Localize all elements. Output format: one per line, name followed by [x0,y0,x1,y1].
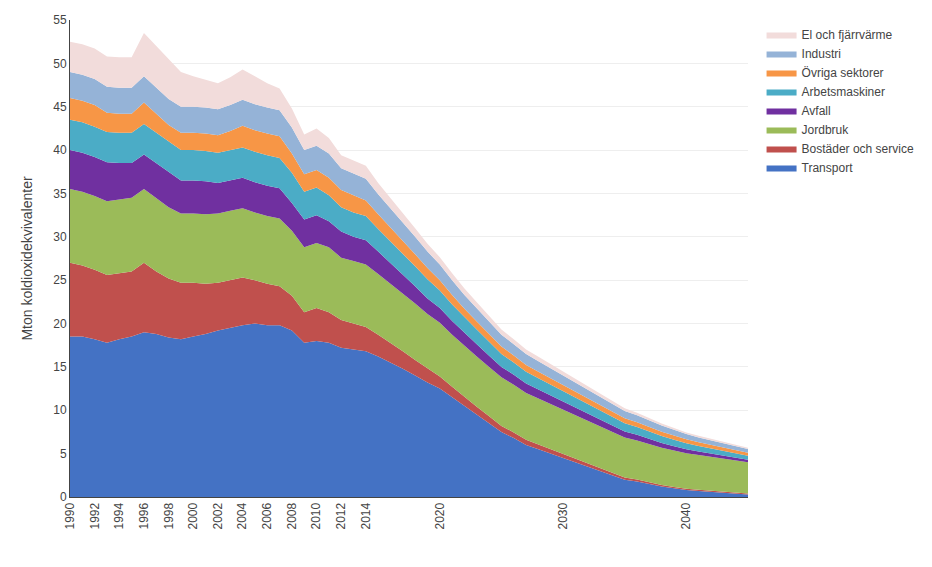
svg-text:Arbetsmaskiner: Arbetsmaskiner [802,85,885,99]
svg-text:10: 10 [53,403,67,417]
svg-text:Jordbruk: Jordbruk [802,123,850,137]
svg-text:2002: 2002 [211,502,225,529]
svg-text:Övriga sektorer: Övriga sektorer [802,66,884,80]
svg-text:2030: 2030 [556,502,570,529]
svg-text:2006: 2006 [260,502,274,529]
svg-text:Avfall: Avfall [802,104,831,118]
svg-text:2010: 2010 [309,502,323,529]
svg-text:45: 45 [53,100,67,114]
svg-text:2004: 2004 [235,502,249,529]
svg-text:Industri: Industri [802,47,841,61]
svg-text:2008: 2008 [285,502,299,529]
svg-text:2040: 2040 [679,502,693,529]
svg-text:1996: 1996 [137,502,151,529]
svg-text:25: 25 [53,273,67,287]
svg-text:35: 35 [53,187,67,201]
svg-text:20: 20 [53,317,67,331]
svg-text:15: 15 [53,360,67,374]
svg-text:2012: 2012 [334,502,348,529]
svg-text:30: 30 [53,230,67,244]
svg-text:El och fjärrvärme: El och fjärrvärme [802,28,893,42]
svg-text:2020: 2020 [433,502,447,529]
svg-text:2000: 2000 [186,502,200,529]
svg-text:1994: 1994 [112,502,126,529]
svg-text:55: 55 [53,13,67,27]
svg-text:2014: 2014 [359,502,373,529]
svg-text:5: 5 [60,447,67,461]
svg-text:Transport: Transport [802,161,854,175]
svg-text:40: 40 [53,143,67,157]
svg-text:50: 50 [53,57,67,71]
svg-text:1992: 1992 [88,502,102,529]
svg-text:1998: 1998 [162,502,176,529]
svg-text:0: 0 [60,490,67,504]
svg-text:1990: 1990 [63,502,77,529]
svg-text:Mton koldioxidekvivalenter: Mton koldioxidekvivalenter [19,176,35,341]
svg-text:Bostäder och service: Bostäder och service [802,142,914,156]
